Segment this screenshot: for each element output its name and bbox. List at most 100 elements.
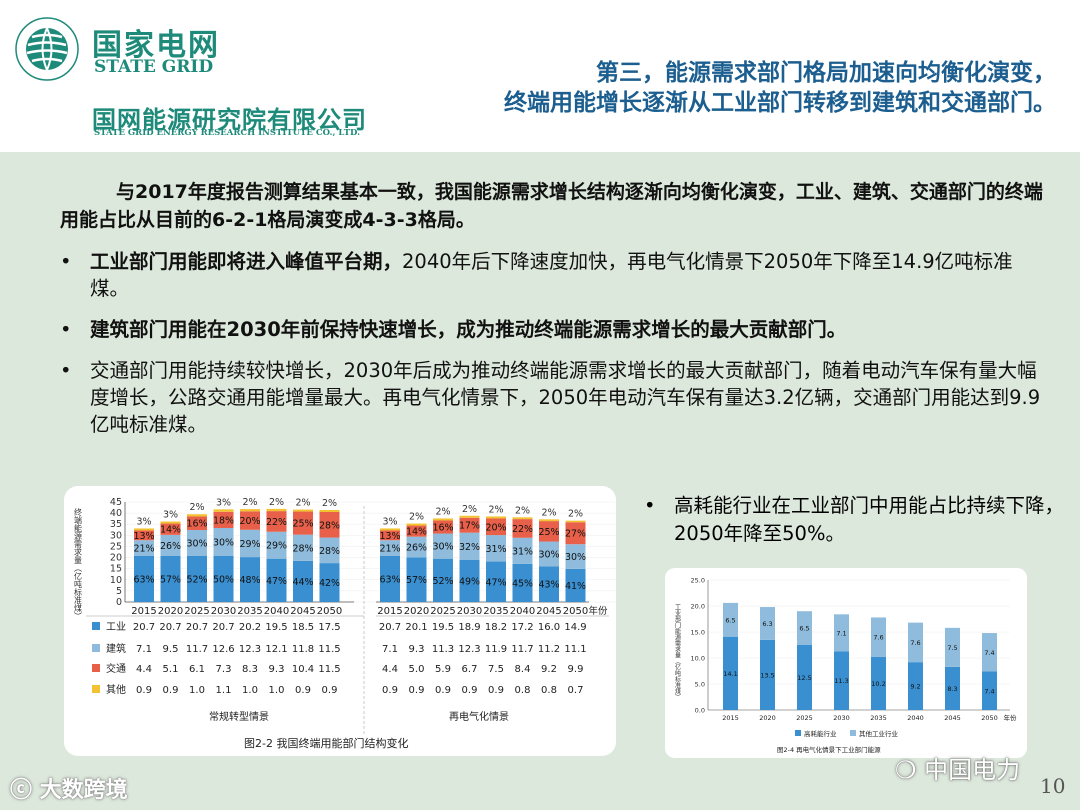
- bar-segment-1: [871, 617, 886, 657]
- percent-label: 47%: [266, 576, 287, 587]
- bullet-text: 交通部门用能持续较快增长，2030年后成为推动终端能源需求增长的最大贡献部门，随…: [90, 359, 1041, 436]
- bar-segment-0: [565, 568, 586, 602]
- percent-label: 22%: [512, 524, 533, 535]
- bar-segment-0: [406, 557, 427, 602]
- bar-segment-2: [406, 525, 427, 537]
- percent-label: 2%: [515, 505, 530, 516]
- table-cell: 16.0: [538, 622, 560, 633]
- bar-segment-1: [406, 536, 427, 558]
- table-cell: 5.1: [163, 664, 179, 675]
- percent-label: 50%: [213, 575, 234, 586]
- x-tick-label: 2025: [796, 714, 813, 722]
- table-cell: 11.7: [511, 644, 533, 655]
- y-tick-label: 45: [110, 497, 122, 508]
- scenario-label: 常规转型情景: [209, 710, 269, 723]
- percent-label: 13%: [133, 531, 154, 542]
- table-cell: 11.7: [186, 644, 208, 655]
- brand-name-en: STATE GRID: [94, 57, 214, 77]
- table-cell: 20.7: [133, 622, 155, 633]
- chart-industry-energy-svg: 工业部门能源需求量（亿吨标准煤） 0.0 5.0 10.0 15.0 20.0 25.0 14…: [674, 577, 1018, 755]
- bullet-industry: • 工业部门用能即将进入峰值平台期，2040年后下降速度加快，再电气化情景下20…: [60, 248, 1045, 302]
- bar-segment-3: [266, 508, 287, 512]
- bar-segment-1: [293, 534, 313, 561]
- x-tick-label: 2045: [290, 606, 315, 617]
- bullet-building: • 建筑部门用能在2030年前保持快速增长，成为推动终端能源需求增长的最大贡献部…: [60, 316, 1045, 343]
- legend-label: 交通: [106, 662, 126, 675]
- table-cell: 7.1: [382, 644, 398, 655]
- percent-label: 20%: [239, 516, 260, 527]
- bar-segment-3: [486, 516, 506, 519]
- percent-label: 2%: [189, 502, 204, 513]
- data-label: 7.6: [910, 639, 920, 647]
- x-tick-label: 2030: [457, 606, 482, 617]
- legend-label: 建筑: [106, 642, 126, 655]
- y-tick-label: 0.0: [695, 707, 705, 715]
- x-axis-unit: 年份: [1004, 713, 1018, 722]
- table-cell: 12.3: [458, 644, 480, 655]
- bar-segment-2: [459, 517, 480, 533]
- table-cell: 18.5: [292, 622, 314, 633]
- title-line-2: 终端用能增长逐渐从工业部门转移到建筑和交通部门。: [504, 90, 1056, 116]
- percent-label: 2%: [322, 498, 337, 509]
- percent-label: 63%: [133, 575, 154, 586]
- data-label: 12.5: [797, 674, 811, 682]
- y-tick-label: 25: [110, 541, 122, 552]
- bar-segment-3: [512, 517, 533, 520]
- data-label: 13.5: [760, 671, 774, 679]
- bar-segment-0: [319, 563, 340, 602]
- bar-segment-0: [380, 556, 400, 602]
- percent-label: 14%: [160, 525, 181, 536]
- percent-label: 47%: [485, 577, 506, 588]
- y-tick-label: 30: [110, 530, 122, 541]
- x-tick-label: 2020: [404, 606, 429, 617]
- watermark-right-text: 中国电力: [924, 756, 1021, 784]
- bar-segment-2: [539, 521, 559, 542]
- bar-segment-1: [908, 622, 923, 663]
- bar-segment-1: [213, 528, 234, 556]
- watermark-right: ❍ 中国电力: [895, 750, 1020, 785]
- bullet-transport: • 交通部门用能持续较快增长，2030年后成为推动终端能源需求增长的最大贡献部门…: [60, 357, 1045, 438]
- x-tick-label: 2040: [510, 606, 535, 617]
- slide-title: 第三，能源需求部门格局加速向均衡化演变， 终端用能增长逐渐从工业部门转移到建筑和…: [504, 58, 1056, 118]
- bar-segment-1: [134, 540, 154, 556]
- bar-segment-2: [380, 530, 400, 541]
- percent-label: 42%: [319, 578, 340, 589]
- legend-label: 其他工业行业: [859, 729, 899, 738]
- table-cell: 20.1: [405, 622, 427, 633]
- bar-segment-2: [266, 511, 287, 532]
- bar-segment-1: [982, 633, 997, 672]
- bar-segment-1: [760, 607, 775, 640]
- x-tick-label: 2045: [536, 606, 561, 617]
- table-cell: 12.6: [212, 644, 234, 655]
- y-tick-label: 0: [116, 597, 122, 608]
- percent-label: 2%: [568, 509, 583, 520]
- data-label: 6.5: [725, 616, 735, 624]
- legend-label: 其他: [106, 683, 126, 696]
- y-tick-label: 5.0: [695, 681, 705, 689]
- data-label: 10.2: [871, 680, 885, 688]
- bar-segment-1: [459, 532, 480, 560]
- table-cell: 0.9: [409, 685, 425, 696]
- chart-industry-energy: 工业部门能源需求量（亿吨标准煤） 0.0 5.0 10.0 15.0 20.0 25.0 14…: [665, 568, 1027, 758]
- percent-label: 21%: [133, 544, 154, 555]
- bar-segment-3: [240, 509, 260, 512]
- bar-segment-0: [797, 645, 812, 710]
- bullet-dot: •: [60, 250, 72, 273]
- bar-segment-2: [512, 519, 533, 538]
- x-tick-label: 2035: [237, 606, 262, 617]
- x-tick-label: 2050: [563, 606, 588, 617]
- side-bullet: • 高耗能行业在工业部门中用能占比持续下降，2050年降至50%。: [644, 492, 1080, 548]
- bar-segment-2: [213, 511, 234, 528]
- percent-label: 27%: [565, 529, 586, 540]
- percent-label: 20%: [485, 522, 506, 533]
- legend-swatch-1: [92, 644, 100, 652]
- bar-segment-3: [433, 518, 453, 521]
- y-tick-label: 15: [110, 564, 122, 575]
- bar-segment-0: [908, 662, 923, 710]
- legend-label: 工业: [106, 621, 126, 633]
- percent-label: 26%: [160, 541, 181, 552]
- chart-title: 图2-4 再电气化情景下工业部门能源: [777, 745, 881, 754]
- x-tick-label: 2020: [759, 714, 776, 722]
- bar-segment-0: [945, 666, 960, 710]
- table-cell: 9.9: [568, 664, 584, 675]
